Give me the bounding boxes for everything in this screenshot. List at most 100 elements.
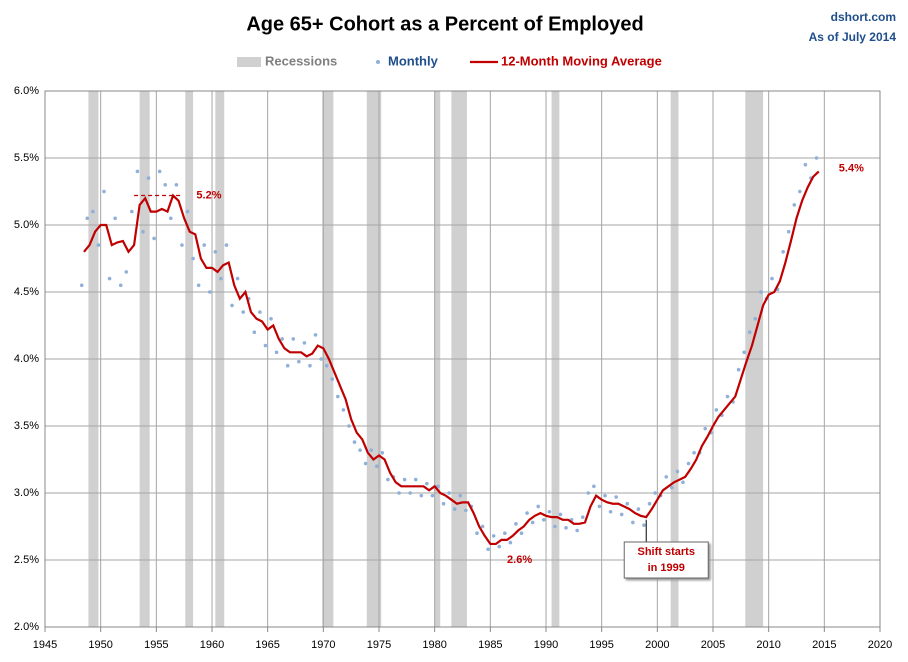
monthly-point: [631, 520, 635, 525]
monthly-point: [491, 534, 496, 538]
monthly-point: [330, 377, 335, 381]
monthly-point: [781, 250, 785, 254]
monthly-point: [759, 290, 763, 294]
monthly-point: [308, 363, 312, 368]
monthly-point: [653, 491, 657, 495]
date-note: As of July 2014: [809, 30, 897, 44]
monthly-point: [397, 491, 401, 495]
legend-swatch: [376, 60, 380, 64]
monthly-point: [536, 504, 541, 509]
x-tick-label: 1975: [367, 639, 391, 651]
callout-box: [623, 541, 709, 579]
monthly-point: [291, 337, 296, 341]
annotation: 2.6%: [507, 554, 532, 566]
y-tick-label: 2.5%: [14, 554, 39, 566]
monthly-point: [152, 236, 156, 241]
monthly-point: [647, 501, 652, 506]
monthly-point: [413, 477, 418, 482]
monthly-point: [336, 394, 340, 399]
monthly-point: [124, 270, 129, 274]
monthly-point: [102, 189, 106, 194]
x-tick-label: 1960: [200, 639, 224, 651]
monthly-point: [670, 485, 674, 490]
monthly-point: [525, 511, 529, 515]
monthly-point: [519, 531, 524, 535]
callout-text: in 1999: [648, 562, 685, 574]
monthly-point: [558, 512, 563, 517]
monthly-point: [402, 477, 407, 482]
monthly-point: [85, 216, 90, 221]
x-tick-label: 2010: [756, 639, 780, 651]
monthly-point: [185, 209, 190, 214]
monthly-point: [742, 350, 746, 355]
monthly-point: [514, 522, 518, 526]
monthly-point: [224, 243, 229, 247]
y-tick-label: 4.5%: [14, 286, 39, 298]
x-tick-label: 2000: [645, 639, 669, 651]
monthly-point: [503, 531, 507, 535]
monthly-point: [408, 491, 412, 495]
monthly-point: [269, 317, 273, 321]
y-tick-label: 6.0%: [14, 85, 39, 97]
monthly-point: [358, 448, 362, 452]
monthly-point: [419, 493, 424, 498]
callout-text: Shift starts: [638, 546, 695, 558]
monthly-point: [447, 491, 451, 495]
monthly-point: [352, 440, 357, 444]
monthly-point: [642, 523, 646, 527]
monthly-point: [118, 283, 123, 288]
monthly-point: [263, 343, 268, 348]
monthly-point: [725, 394, 730, 399]
monthly-point: [196, 283, 201, 288]
monthly-point: [169, 216, 173, 221]
monthly-point: [207, 290, 212, 294]
monthly-point: [297, 359, 301, 364]
monthly-point: [107, 276, 112, 281]
monthly-point: [141, 229, 145, 234]
x-tick-label: 1995: [589, 639, 613, 651]
monthly-point: [575, 528, 579, 533]
monthly-point: [363, 461, 368, 466]
monthly-point: [814, 156, 819, 160]
monthly-point: [241, 310, 245, 314]
x-tick-label: 1985: [478, 639, 502, 651]
monthly-point: [191, 256, 195, 261]
x-tick-label: 2005: [701, 639, 725, 651]
monthly-point: [547, 509, 552, 514]
monthly-point: [130, 209, 134, 214]
monthly-point: [425, 481, 429, 486]
monthly-point: [625, 501, 630, 506]
monthly-point: [163, 183, 168, 187]
monthly-point: [313, 333, 318, 337]
monthly-point: [274, 350, 279, 355]
annotation: 5.2%: [196, 189, 221, 201]
legend-label: Recessions: [265, 53, 337, 68]
monthly-point: [347, 424, 351, 428]
monthly-point: [703, 426, 708, 431]
monthly-point: [374, 464, 379, 469]
monthly-point: [798, 189, 802, 194]
monthly-point: [386, 477, 390, 482]
monthly-point: [480, 524, 485, 529]
monthly-point: [692, 451, 696, 455]
monthly-point: [714, 408, 719, 412]
monthly-point: [681, 480, 685, 485]
monthly-point: [252, 330, 257, 335]
monthly-point: [235, 276, 240, 281]
monthly-point: [592, 484, 596, 489]
y-tick-label: 2.0%: [14, 621, 39, 633]
monthly-point: [603, 493, 607, 498]
y-tick-label: 3.5%: [14, 420, 39, 432]
monthly-point: [636, 507, 641, 511]
monthly-point: [230, 303, 234, 308]
monthly-point: [770, 276, 774, 281]
monthly-point: [686, 461, 691, 466]
monthly-point: [541, 518, 546, 522]
x-tick-label: 2020: [868, 639, 892, 651]
monthly-point: [436, 484, 440, 489]
monthly-point: [464, 508, 468, 513]
legend-label: Monthly: [388, 53, 439, 68]
monthly-point: [786, 229, 791, 234]
monthly-point: [458, 493, 463, 498]
monthly-point: [564, 526, 568, 530]
